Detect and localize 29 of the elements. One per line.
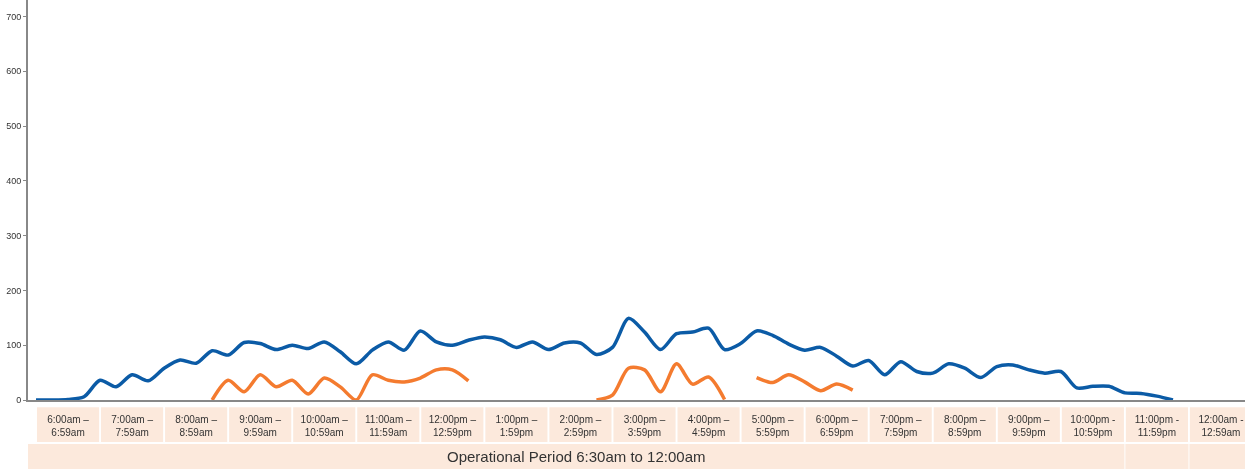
x-tick-label: 9:00pm – 9:59pm bbox=[1007, 414, 1051, 438]
y-tick-label: 200 bbox=[6, 285, 22, 296]
x-tick-label: 7:00am – 7:59am bbox=[111, 414, 154, 438]
x-tick-label: 12:00pm – 12:59pm bbox=[428, 414, 477, 438]
x-tick-label: 4:00pm – 4:59pm bbox=[687, 414, 730, 438]
y-tick-label: 500 bbox=[6, 121, 22, 132]
x-tick-label: 8:00am – 8:59am bbox=[175, 414, 218, 438]
x-tick-label: 10:00pm - 10:59pm bbox=[1070, 414, 1116, 438]
y-tick-label: 0 bbox=[16, 395, 22, 406]
x-axis-title: Operational Period 6:30am to 12:00am bbox=[447, 448, 706, 465]
x-tick-label: 6:00pm – 6:59pm bbox=[815, 414, 858, 438]
x-tick-label: 5:00pm – 5:59pm bbox=[751, 414, 794, 438]
x-tick-label: 11:00am – 11:59am bbox=[365, 414, 412, 438]
x-tick-label: 9:00am – 9:59am bbox=[239, 414, 282, 438]
y-tick-label: 100 bbox=[6, 340, 22, 351]
x-tick-label: 8:00pm – 8:59pm bbox=[943, 414, 987, 438]
y-tick-label: 700 bbox=[6, 11, 22, 22]
x-tick-label: 3:00pm – 3:59pm bbox=[623, 414, 666, 438]
x-tick-label: 11:00pm - 11:59pm bbox=[1134, 414, 1180, 438]
x-tick-label: 10:00am – 10:59am bbox=[300, 414, 349, 438]
x-tick-label: 2:00pm – 2:59pm bbox=[559, 414, 602, 438]
x-tick-label: 1:00pm – 1:59pm bbox=[495, 414, 538, 438]
x-tick-label: 7:00pm – 7:59pm bbox=[879, 414, 922, 438]
y-tick-label: 300 bbox=[6, 230, 22, 241]
x-tick-label: 12:00am - 12:59am bbox=[1198, 414, 1244, 438]
x-tick-label: 6:00am – 6:59am bbox=[47, 414, 90, 438]
y-tick-label: 400 bbox=[6, 175, 22, 186]
line-series bbox=[34, 316, 1175, 400]
y-tick-label: 600 bbox=[6, 66, 22, 77]
